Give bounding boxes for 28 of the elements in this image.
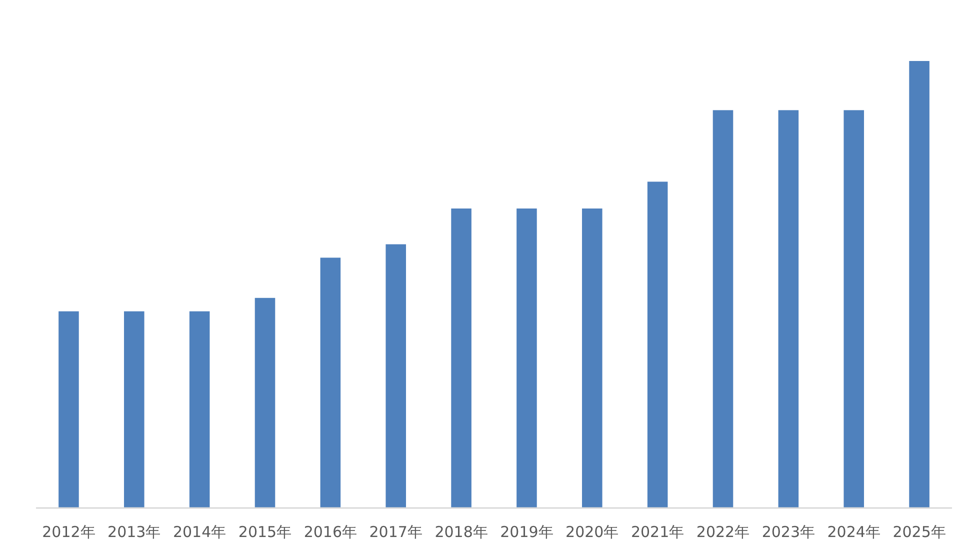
x-tick-label: 2012年 xyxy=(42,523,96,541)
x-tick-label: 2021年 xyxy=(630,523,684,541)
bar xyxy=(254,298,276,508)
x-tick-label: 2024年 xyxy=(827,523,880,541)
x-tick-label: 2020年 xyxy=(566,523,619,541)
bar xyxy=(712,110,734,508)
x-tick-label: 2022年 xyxy=(696,523,750,541)
bar xyxy=(582,208,602,508)
x-tick-label: 2019年 xyxy=(500,523,554,541)
bar xyxy=(320,258,341,508)
x-tick-label: 2013年 xyxy=(108,523,161,541)
bar xyxy=(909,61,930,508)
bar xyxy=(647,182,668,508)
bar xyxy=(778,110,799,508)
x-tick-label: 2025年 xyxy=(892,523,946,541)
x-tick-label: 2015年 xyxy=(238,523,292,541)
bar xyxy=(451,208,472,508)
x-tick-label: 2023年 xyxy=(762,523,816,541)
x-tick-label: 2016年 xyxy=(304,523,358,541)
x-tick-label: 2014年 xyxy=(172,523,226,541)
bar xyxy=(386,244,406,508)
x-tick-label: 2017年 xyxy=(369,523,422,541)
bar xyxy=(189,311,210,508)
x-tick-label: 2018年 xyxy=(434,523,488,541)
bar xyxy=(516,208,537,508)
bar xyxy=(124,311,144,508)
bar xyxy=(58,311,79,508)
bar xyxy=(844,110,864,508)
